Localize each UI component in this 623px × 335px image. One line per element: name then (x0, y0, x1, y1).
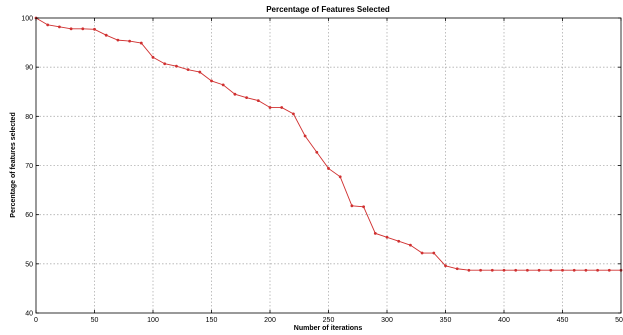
data-point (256, 99, 260, 102)
y-axis-label: Percentage of features selected (10, 112, 17, 217)
data-point (151, 55, 155, 59)
data-point (362, 205, 365, 209)
data-point (69, 27, 73, 31)
data-point (116, 38, 120, 42)
y-tick-label: 70 (25, 163, 33, 170)
x-axis-label: Number of iterations (294, 325, 363, 332)
data-point (58, 25, 61, 29)
data-point (81, 27, 85, 31)
data-point (245, 96, 249, 100)
data-point (373, 231, 377, 235)
data-point (268, 106, 272, 109)
data-point (163, 62, 167, 66)
data-point (420, 251, 424, 255)
x-tick-label: 200 (264, 317, 276, 324)
x-tick-label: 0 (34, 317, 38, 324)
data-point (186, 68, 190, 72)
data-point (315, 150, 319, 154)
data-point (338, 175, 342, 179)
data-point (139, 41, 143, 45)
data-point (46, 23, 50, 27)
y-tick-label: 50 (25, 261, 33, 268)
data-point (490, 268, 494, 272)
data-point (514, 268, 518, 272)
data-point (596, 268, 599, 272)
data-point (221, 83, 225, 87)
plot-area (34, 16, 623, 272)
x-tick-label: 400 (498, 317, 510, 324)
data-point (537, 268, 541, 272)
data-point (175, 64, 178, 68)
data-point (444, 264, 447, 268)
data-point (128, 39, 132, 43)
y-tick-label: 40 (25, 311, 33, 318)
y-tick-label: 80 (25, 114, 33, 121)
x-tick-label: 250 (323, 317, 335, 324)
data-point (455, 267, 459, 271)
data-point (526, 268, 529, 272)
data-point (303, 134, 307, 138)
data-point (432, 251, 436, 255)
data-point (327, 167, 330, 170)
x-tick-label: 500 (615, 317, 623, 324)
data-point (397, 239, 401, 243)
x-tick-label: 150 (206, 317, 218, 324)
y-tick-label: 90 (25, 65, 33, 72)
data-point (93, 27, 96, 31)
data-point (350, 204, 354, 208)
axes-ticks: 0 50 100 150 200 250 300 350 400 450 500 40 50 60 70 80… (21, 16, 623, 325)
data-point (280, 106, 284, 109)
data-point (467, 268, 471, 272)
data-point (210, 79, 213, 83)
data-point (198, 70, 202, 74)
y-tick-label: 60 (25, 212, 33, 219)
data-point (607, 268, 611, 272)
data-point (479, 268, 482, 272)
data-point (572, 268, 576, 272)
y-tick-label: 100 (21, 16, 33, 23)
grid (36, 18, 621, 313)
x-tick-label: 100 (147, 317, 159, 324)
data-point (104, 33, 108, 37)
data-point (385, 235, 389, 239)
x-tick-label: 450 (557, 317, 569, 324)
data-point (561, 268, 564, 272)
data-point (549, 268, 553, 272)
x-tick-label: 350 (440, 317, 452, 324)
x-tick-label: 300 (381, 317, 393, 324)
data-point (584, 268, 588, 272)
data-point (292, 112, 295, 116)
data-point (502, 268, 506, 272)
x-tick-label: 50 (91, 317, 99, 324)
data-point (409, 243, 412, 247)
chart-title: Percentage of Features Selected (266, 5, 390, 14)
data-point (233, 92, 237, 96)
